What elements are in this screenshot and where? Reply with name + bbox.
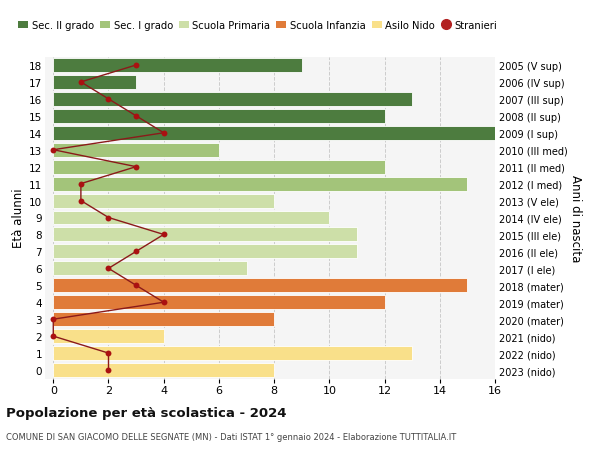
Bar	[53, 127, 495, 140]
Bar	[53, 245, 357, 259]
Legend: Sec. II grado, Sec. I grado, Scuola Primaria, Scuola Infanzia, Asilo Nido, Stran: Sec. II grado, Sec. I grado, Scuola Prim…	[19, 21, 497, 31]
Point	[76, 197, 86, 205]
Y-axis label: Anni di nascita: Anni di nascita	[569, 174, 582, 262]
Bar	[53, 194, 274, 208]
Bar	[53, 211, 329, 225]
Point	[104, 367, 113, 374]
Point	[104, 96, 113, 103]
Point	[104, 265, 113, 273]
Bar	[53, 93, 412, 106]
Bar	[53, 228, 357, 242]
Bar	[53, 177, 467, 191]
Point	[49, 333, 58, 340]
Point	[131, 248, 141, 256]
Point	[76, 79, 86, 86]
Bar	[53, 262, 247, 276]
Bar	[53, 76, 136, 90]
Bar	[53, 59, 302, 73]
Bar	[53, 110, 385, 123]
Point	[159, 130, 169, 137]
Bar	[53, 296, 385, 309]
Point	[104, 350, 113, 357]
Point	[131, 282, 141, 289]
Point	[49, 316, 58, 323]
Point	[159, 231, 169, 239]
Bar	[53, 330, 164, 343]
Point	[104, 214, 113, 222]
Bar	[53, 144, 219, 157]
Point	[49, 147, 58, 154]
Bar	[53, 279, 467, 292]
Y-axis label: Età alunni: Età alunni	[12, 188, 25, 248]
Bar	[53, 313, 274, 326]
Point	[159, 299, 169, 306]
Point	[131, 113, 141, 120]
Bar	[53, 363, 274, 377]
Point	[76, 180, 86, 188]
Point	[131, 62, 141, 69]
Bar	[53, 347, 412, 360]
Bar	[53, 160, 385, 174]
Text: COMUNE DI SAN GIACOMO DELLE SEGNATE (MN) - Dati ISTAT 1° gennaio 2024 - Elaboraz: COMUNE DI SAN GIACOMO DELLE SEGNATE (MN)…	[6, 432, 456, 442]
Point	[131, 163, 141, 171]
Text: Popolazione per età scolastica - 2024: Popolazione per età scolastica - 2024	[6, 406, 287, 419]
